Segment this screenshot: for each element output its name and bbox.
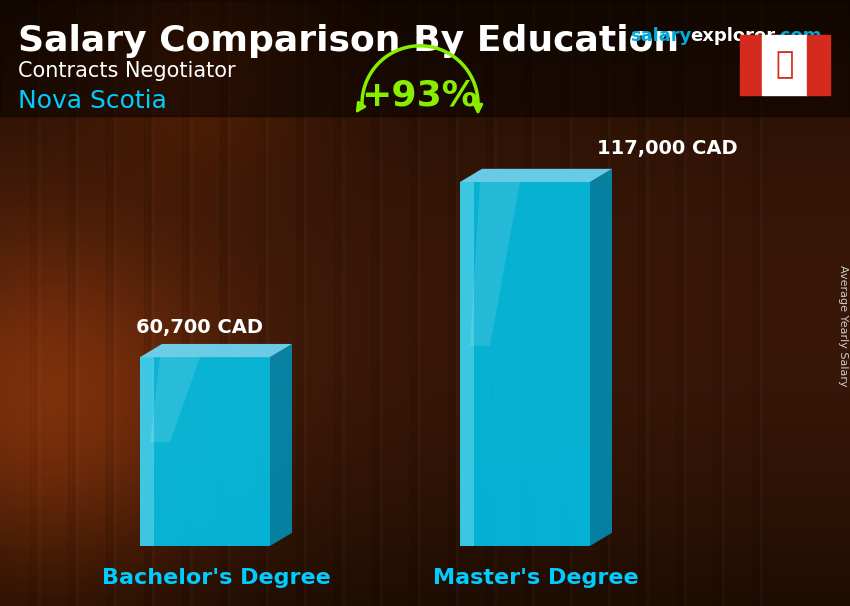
Bar: [106, 0, 112, 606]
Text: Salary Comparison By Education: Salary Comparison By Education: [18, 24, 679, 58]
Bar: [562, 0, 568, 606]
Text: Nova Scotia: Nova Scotia: [18, 89, 167, 113]
Bar: [220, 0, 226, 606]
Bar: [448, 0, 454, 606]
Text: .com: .com: [773, 27, 821, 45]
Bar: [144, 0, 150, 606]
Text: Bachelor's Degree: Bachelor's Degree: [102, 568, 331, 588]
Polygon shape: [140, 344, 292, 357]
Text: +93%: +93%: [361, 79, 479, 113]
Text: explorer: explorer: [690, 27, 775, 45]
Polygon shape: [460, 169, 612, 182]
Bar: [608, 0, 610, 606]
Bar: [418, 0, 420, 606]
Text: Master's Degree: Master's Degree: [434, 568, 639, 588]
Bar: [114, 0, 116, 606]
Polygon shape: [150, 357, 200, 442]
Bar: [182, 0, 188, 606]
Text: 🍁: 🍁: [776, 50, 794, 79]
Bar: [752, 0, 758, 606]
Bar: [342, 0, 344, 606]
Text: Contracts Negotiator: Contracts Negotiator: [18, 61, 235, 81]
Bar: [762, 35, 808, 95]
Bar: [76, 0, 78, 606]
Bar: [0, 0, 850, 116]
Bar: [570, 0, 572, 606]
Polygon shape: [460, 182, 590, 546]
Bar: [722, 0, 724, 606]
Bar: [532, 0, 534, 606]
Text: 117,000 CAD: 117,000 CAD: [597, 139, 737, 158]
Bar: [456, 0, 458, 606]
Bar: [30, 0, 36, 606]
Bar: [486, 0, 492, 606]
Bar: [410, 0, 416, 606]
Bar: [38, 0, 40, 606]
Bar: [676, 0, 682, 606]
Bar: [494, 0, 496, 606]
Polygon shape: [460, 182, 474, 546]
Bar: [228, 0, 230, 606]
Bar: [258, 0, 264, 606]
Bar: [266, 0, 268, 606]
Bar: [714, 0, 720, 606]
Polygon shape: [140, 357, 154, 546]
Bar: [740, 35, 762, 95]
Bar: [646, 0, 648, 606]
Polygon shape: [270, 344, 292, 546]
Bar: [190, 0, 192, 606]
Bar: [372, 0, 378, 606]
Polygon shape: [590, 169, 612, 546]
Bar: [304, 0, 306, 606]
Bar: [68, 0, 74, 606]
Text: Average Yearly Salary: Average Yearly Salary: [838, 265, 848, 387]
Bar: [524, 0, 530, 606]
Bar: [638, 0, 644, 606]
Bar: [600, 0, 606, 606]
Bar: [684, 0, 686, 606]
Bar: [380, 0, 382, 606]
Text: salary: salary: [630, 27, 691, 45]
Polygon shape: [140, 357, 270, 546]
Bar: [296, 0, 302, 606]
Text: 60,700 CAD: 60,700 CAD: [137, 318, 264, 337]
Bar: [334, 0, 340, 606]
Bar: [808, 35, 830, 95]
Bar: [152, 0, 154, 606]
Polygon shape: [470, 182, 520, 346]
Bar: [760, 0, 762, 606]
